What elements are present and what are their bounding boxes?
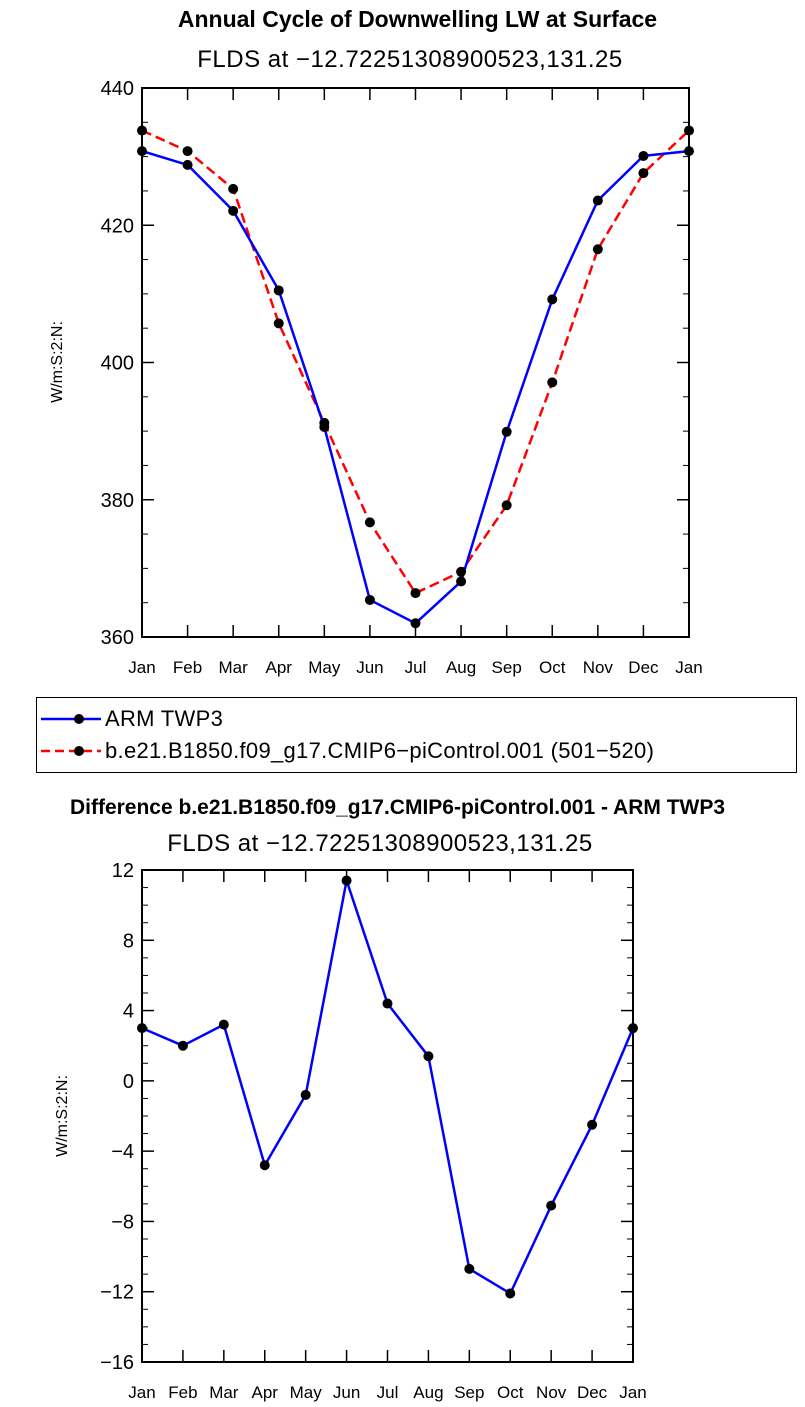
chart1-series-1-point — [319, 417, 330, 428]
chart1-xtick-label: Oct — [539, 658, 566, 677]
chart1-series-0-point — [364, 594, 375, 605]
chart2-ylabel: W/m:S:2:N: — [54, 1075, 71, 1157]
legend-line-model-icon — [41, 746, 101, 756]
chart2-series-0-point — [300, 1089, 311, 1100]
chart2-ytick-label: −16 — [100, 1352, 134, 1374]
chart2-series-0-point — [218, 1019, 229, 1030]
chart1-series-0-point — [501, 426, 512, 437]
chart2-series-0-point — [382, 998, 393, 1009]
chart1-ytick-label: 400 — [101, 353, 134, 375]
chart1-series-0-point — [456, 576, 467, 587]
chart2-series-0-point — [546, 1200, 557, 1211]
chart1-xtick-label: Dec — [628, 658, 659, 677]
chart1-xtick-label: Sep — [492, 658, 522, 677]
legend-label-model: b.e21.B1850.f09_g17.CMIP6−piControl.001 … — [105, 738, 655, 763]
chart2-ytick-label: 4 — [123, 1001, 134, 1023]
chart1-series-0-point — [592, 195, 603, 206]
chart2-xtick-label: Aug — [413, 1383, 443, 1402]
chart2-xtick-label: Mar — [209, 1383, 239, 1402]
chart2-series-0-point — [259, 1160, 270, 1171]
chart2-ytick-label: −12 — [100, 1282, 134, 1304]
chart2-xtick-label: Jan — [619, 1383, 646, 1402]
chart1-series-1-point — [273, 318, 284, 329]
chart2-xtick-label: Jan — [128, 1383, 155, 1402]
chart1-series-1-point — [456, 566, 467, 577]
chart1-series-1-point — [182, 146, 193, 157]
chart1-series-1-point — [137, 125, 147, 136]
chart1-ytick-label: 420 — [101, 215, 134, 237]
chart2-xtick-label: Jun — [333, 1383, 360, 1402]
chart1-ytick-label: 360 — [101, 627, 134, 649]
chart1-series-1-point — [501, 500, 512, 511]
chart2-series-0-point — [423, 1051, 434, 1062]
chart2-ytick-label: 0 — [123, 1071, 134, 1093]
chart2-series-line-0 — [141, 879, 635, 1295]
chart1-xtick-label: Apr — [266, 658, 293, 677]
chart1-subtitle: FLDS at −12.72251308900523,131.25 — [197, 46, 623, 73]
chart1-xtick-label: Jan — [675, 658, 702, 677]
chart1-xtick-label: Mar — [219, 658, 249, 677]
chart1-series-1-point — [410, 588, 421, 599]
chart2-xtick-label: Oct — [497, 1383, 524, 1402]
chart1-xtick-label: May — [308, 658, 341, 677]
chart2-xtick-label: Dec — [577, 1383, 608, 1402]
chart2-ytick-label: 8 — [123, 930, 134, 952]
legend-entry-arm: ARM TWP3 — [37, 704, 223, 734]
chart1-xtick-label: Jul — [405, 658, 427, 677]
chart1-xtick-label: Jun — [356, 658, 383, 677]
chart1-series-0-point — [638, 150, 649, 161]
chart1-series-1-point — [547, 377, 558, 388]
legend-line-arm-icon — [41, 714, 101, 724]
chart2-xtick-label: Apr — [252, 1383, 279, 1402]
chart2-ytick-label: 12 — [112, 860, 134, 882]
chart1-series-1-point — [592, 244, 603, 255]
chart1-series-0-point — [228, 205, 239, 216]
chart1-xtick-label: Jan — [128, 658, 155, 677]
chart1-series-1-point — [228, 183, 239, 194]
chart1-series-line-0 — [141, 149, 690, 625]
chart2-title: Difference b.e21.B1850.f09_g17.CMIP6-piC… — [69, 796, 726, 819]
legend-entry-model: b.e21.B1850.f09_g17.CMIP6−piControl.001 … — [37, 736, 654, 766]
chart1-series-1-point — [684, 125, 694, 136]
chart2-xtick-label: Sep — [454, 1383, 484, 1402]
chart1-series-0-point — [547, 294, 558, 305]
chart1-series-1-point — [364, 517, 375, 528]
chart2-ytick-label: −8 — [111, 1211, 134, 1233]
chart2-series-0-point — [628, 1023, 638, 1034]
chart2-subtitle: FLDS at −12.72251308900523,131.25 — [167, 830, 593, 857]
chart2-xtick-label: Feb — [168, 1383, 197, 1402]
chart1-legend: ARM TWP3 b.e21.B1850.f09_g17.CMIP6−piCon… — [36, 697, 797, 773]
chart2-series-0-point — [177, 1040, 188, 1051]
chart2-xtick-label: May — [290, 1383, 323, 1402]
chart2-series-0-point — [341, 875, 352, 886]
chart2-ytick-label: −4 — [111, 1141, 134, 1163]
chart1-ylabel: W/m:S:2:N: — [49, 321, 66, 403]
chart2-series-0-point — [505, 1288, 516, 1299]
chart2-series-0-point — [464, 1263, 475, 1274]
chart2-xtick-label: Nov — [536, 1383, 567, 1402]
chart1-title: Annual Cycle of Downwelling LW at Surfac… — [177, 6, 658, 32]
chart1-series-0-point — [137, 146, 147, 157]
chart2-series-0-point — [137, 1023, 147, 1034]
chart1-plot-frame — [141, 87, 690, 638]
chart1-series-0-point — [684, 146, 694, 157]
chart1-series-0-point — [273, 285, 284, 296]
chart2-xtick-label: Jul — [377, 1383, 399, 1402]
chart2-plot-frame — [141, 869, 634, 1363]
chart1-xtick-label: Aug — [446, 658, 476, 677]
chart2-series-0-point — [587, 1119, 598, 1130]
chart1-series-0-point — [182, 159, 193, 170]
legend-label-arm: ARM TWP3 — [105, 706, 224, 731]
chart1-ytick-label: 440 — [101, 78, 134, 100]
chart1-series-0-point — [410, 618, 421, 629]
chart1-xtick-label: Nov — [583, 658, 614, 677]
chart1-ytick-label: 380 — [101, 490, 134, 512]
chart1-series-1-point — [638, 168, 649, 179]
chart1-xtick-label: Feb — [173, 658, 202, 677]
